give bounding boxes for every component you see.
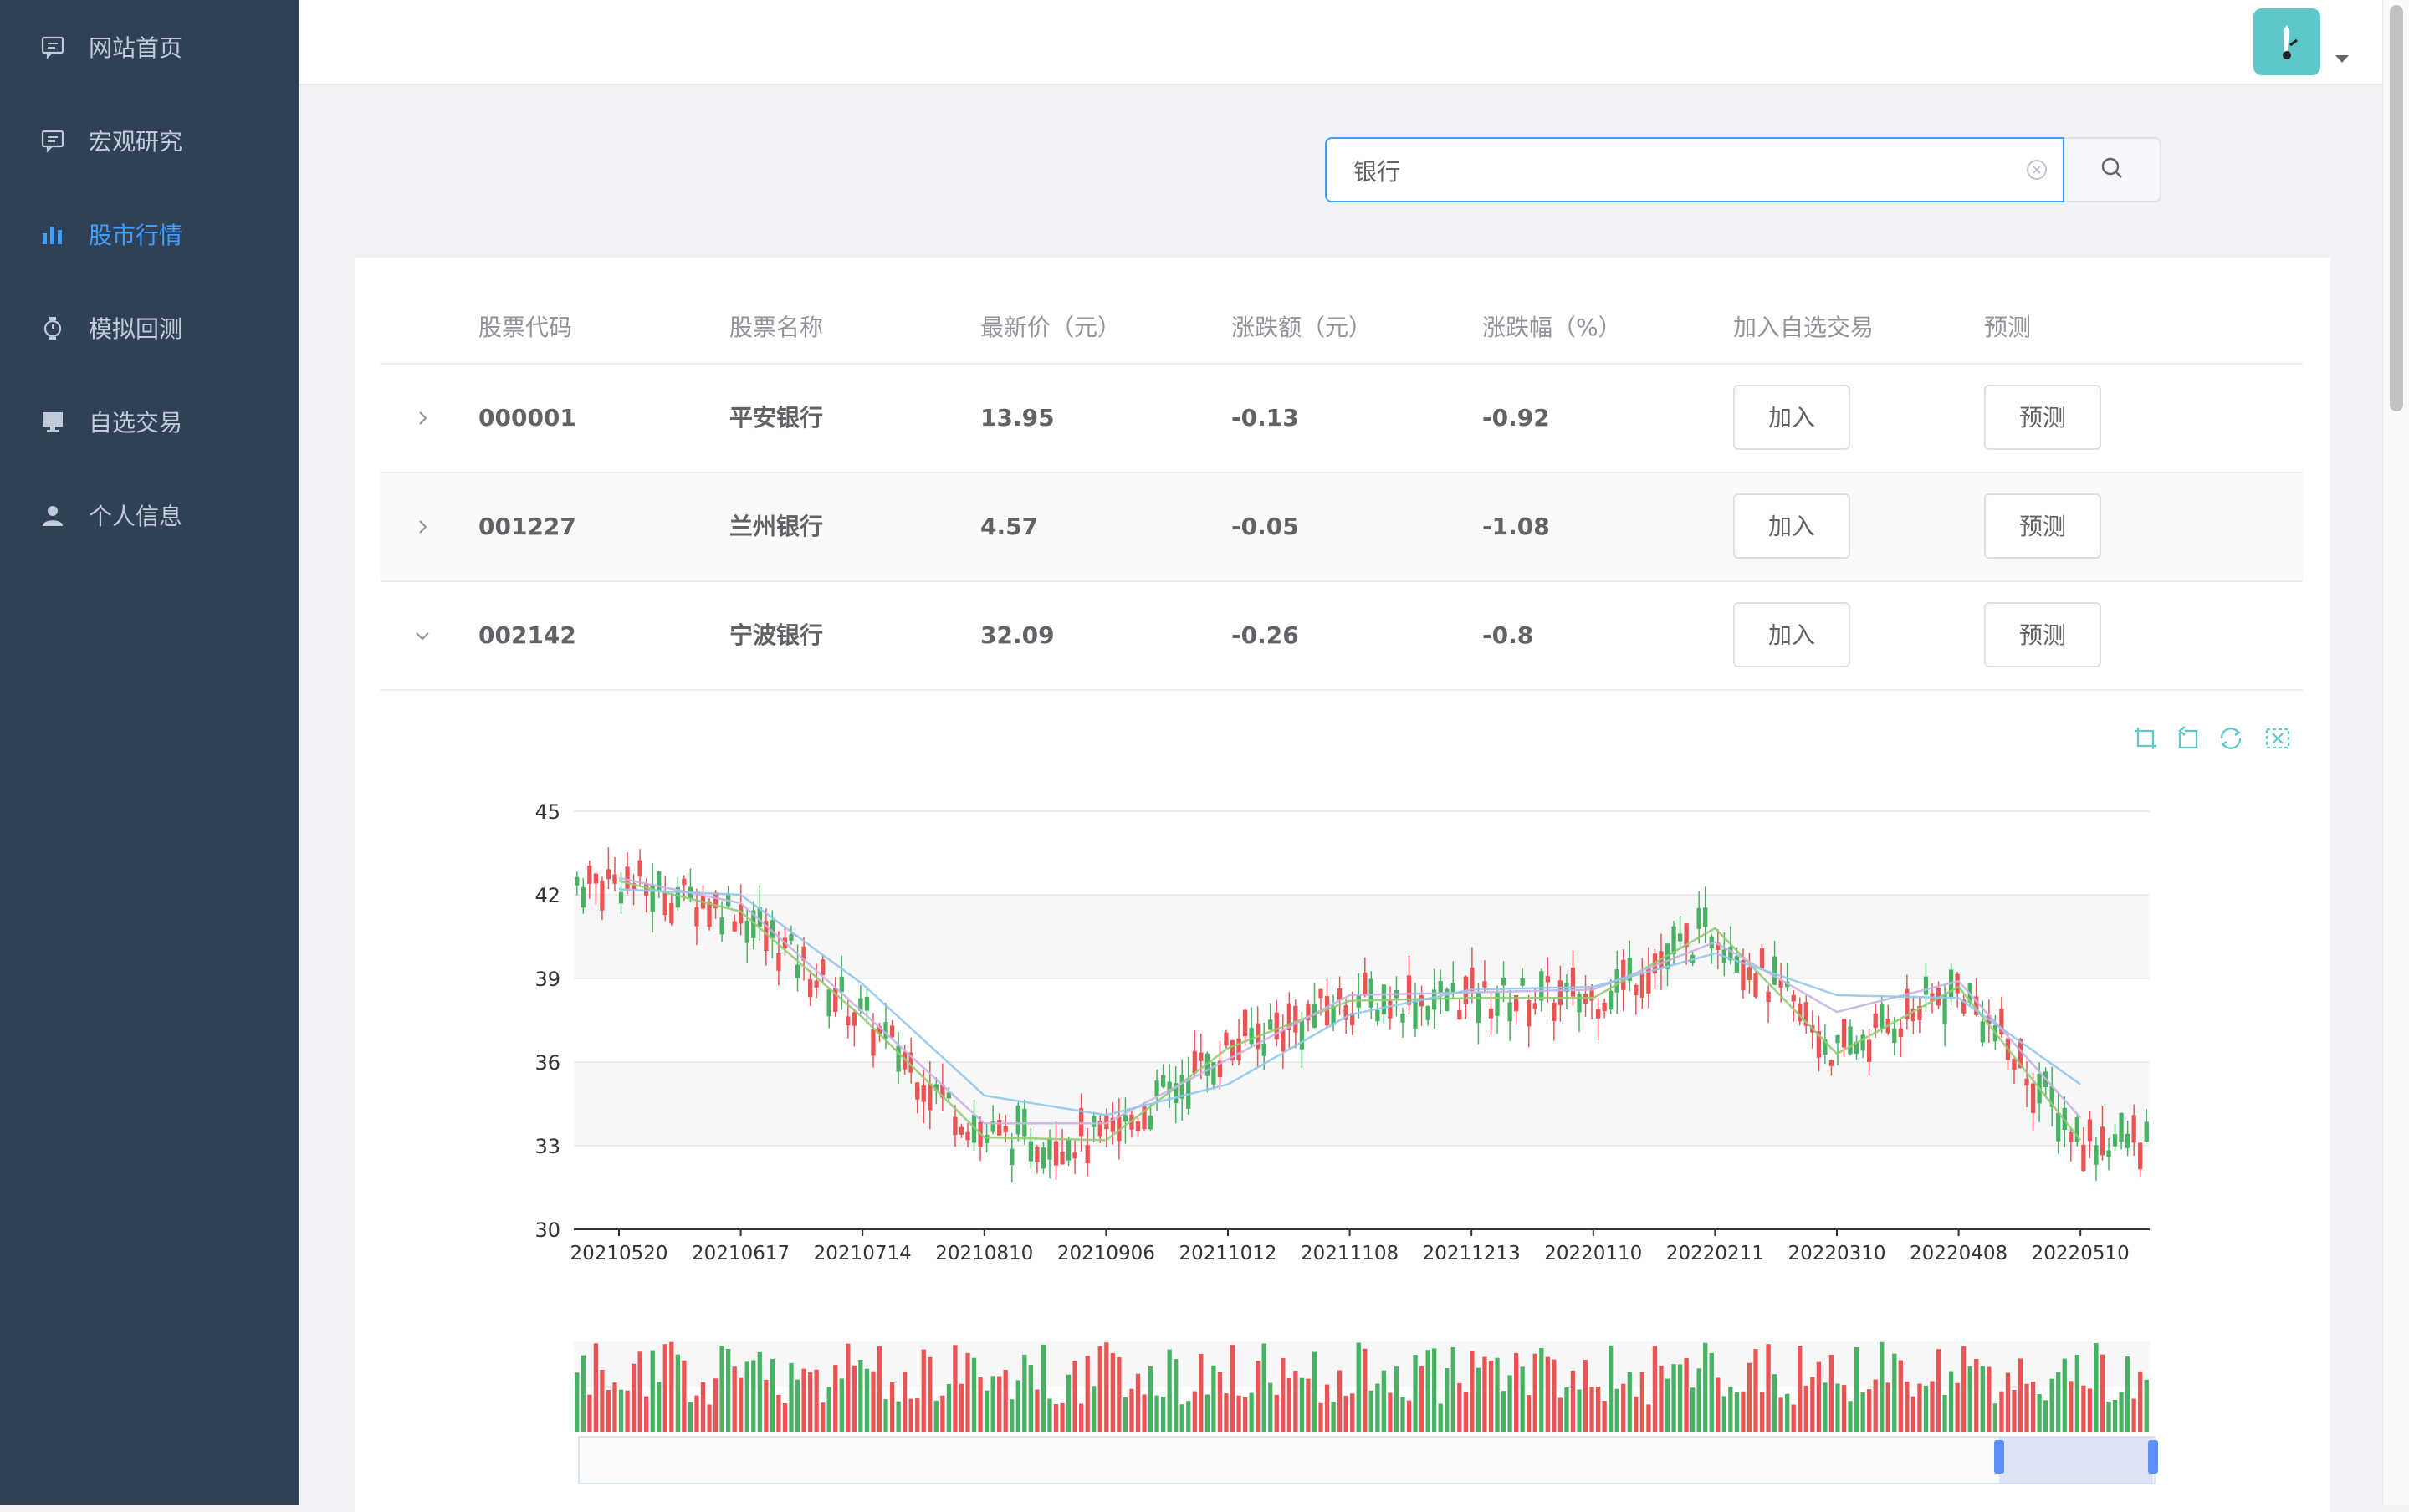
add-button[interactable]: 加入: [1733, 493, 1850, 559]
column-header-name: 股票名称: [729, 314, 824, 341]
save-image-icon[interactable]: [2263, 724, 2292, 753]
search-field[interactable]: [1325, 137, 2064, 202]
nav-label: 网站首页: [89, 34, 183, 62]
stock-name: 宁波银行: [729, 621, 824, 649]
nav-item-home[interactable]: 网站首页: [0, 0, 299, 94]
chevron-right-icon[interactable]: [412, 517, 432, 540]
column-header-add-watchlist: 加入自选交易: [1733, 314, 1875, 341]
stock-name: 兰州银行: [729, 513, 824, 540]
stock-change: -0.05: [1231, 513, 1299, 540]
predict-button[interactable]: 预测: [1984, 493, 2101, 559]
stock-change-pct: -0.92: [1482, 404, 1550, 432]
message-icon: [38, 33, 67, 61]
column-header-change-pct: 涨跌幅（%）: [1482, 314, 1622, 341]
column-header-code: 股票代码: [478, 314, 573, 341]
search-icon: [2100, 156, 2124, 183]
nav-label: 自选交易: [89, 409, 183, 437]
zoom-reset-icon[interactable]: [2173, 724, 2202, 753]
zoom-area-icon[interactable]: [2131, 724, 2160, 753]
table-row: 000001 平安银行 13.95 -0.13 -0.92 加入 预测: [381, 365, 2303, 473]
stock-price: 13.95: [980, 404, 1055, 432]
monitor-icon: [38, 407, 67, 436]
stock-code: 002142: [478, 621, 576, 649]
nav-label: 个人信息: [89, 503, 183, 530]
nav-item-backtest[interactable]: 模拟回测: [0, 281, 299, 375]
scrollbar-thumb[interactable]: [2390, 5, 2403, 411]
divider: [381, 363, 2303, 365]
avatar[interactable]: [2253, 8, 2320, 75]
top-navbar: [299, 0, 2382, 84]
predict-button[interactable]: 预测: [1984, 602, 2101, 667]
add-button[interactable]: 加入: [1733, 385, 1850, 450]
table-row: 001227 兰州银行 4.57 -0.05 -1.08 加入 预测: [381, 473, 2303, 582]
bar-chart-icon: [38, 220, 67, 248]
nav-item-watchlist-trading[interactable]: 自选交易: [0, 375, 299, 468]
watch-icon: [38, 314, 67, 342]
stock-change: -0.13: [1231, 404, 1299, 432]
stock-price: 4.57: [980, 513, 1039, 540]
search-button[interactable]: [2064, 137, 2161, 202]
table-row: 002142 宁波银行 32.09 -0.26 -0.8 加入 预测: [381, 582, 2303, 691]
column-header-change: 涨跌额（元）: [1231, 314, 1373, 341]
predict-button[interactable]: 预测: [1984, 385, 2101, 450]
stock-change: -0.26: [1231, 621, 1299, 649]
clear-circle-icon[interactable]: [2026, 159, 2048, 184]
stock-change-pct: -0.8: [1482, 621, 1534, 649]
stock-code: 001227: [478, 513, 576, 540]
stock-price: 32.09: [980, 621, 1055, 649]
chevron-down-icon[interactable]: [412, 626, 432, 649]
sidebar: 网站首页 宏观研究 股市行情 模拟回测 自选交易 个人信息: [0, 0, 299, 1505]
page-scrollbar[interactable]: [2382, 0, 2409, 1505]
nav-label: 模拟回测: [89, 315, 183, 343]
stock-name: 平安银行: [729, 404, 824, 432]
nav-item-macro-research[interactable]: 宏观研究: [0, 94, 299, 187]
chevron-right-icon[interactable]: [412, 408, 432, 432]
column-header-predict: 预测: [1984, 314, 2032, 341]
message-icon: [38, 126, 67, 155]
nav-label: 股市行情: [89, 222, 183, 249]
stock-change-pct: -1.08: [1482, 513, 1550, 540]
stock-code: 000001: [478, 404, 576, 432]
caret-down-icon[interactable]: [2335, 55, 2349, 63]
nav-item-profile[interactable]: 个人信息: [0, 468, 299, 562]
search-input[interactable]: [1352, 151, 1991, 191]
restore-icon[interactable]: [2217, 724, 2245, 753]
nav-item-stock-market[interactable]: 股市行情: [0, 187, 299, 281]
nav-label: 宏观研究: [89, 128, 183, 156]
user-icon: [38, 501, 67, 529]
add-button[interactable]: 加入: [1733, 602, 1850, 667]
column-header-price: 最新价（元）: [980, 314, 1122, 341]
